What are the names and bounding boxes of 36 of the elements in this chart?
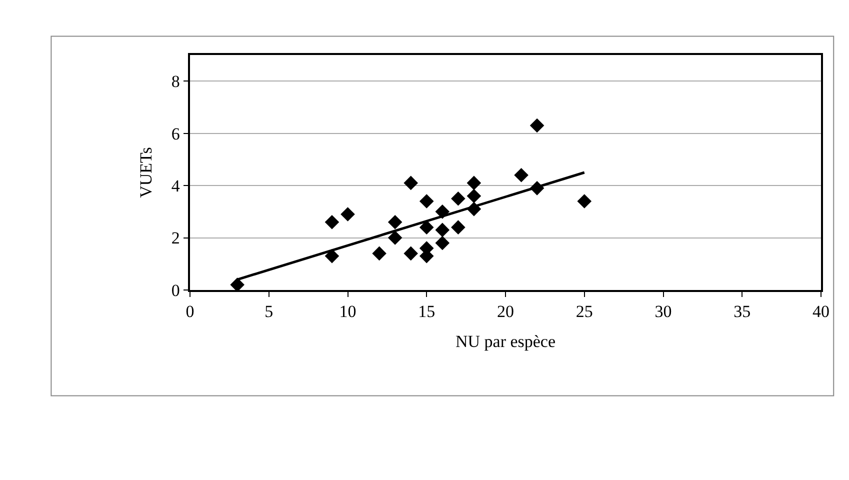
x-tick-label: 0: [186, 302, 194, 322]
y-tick-label: 8: [171, 72, 180, 92]
x-tick-label: 15: [418, 302, 436, 322]
y-tick-label: 0: [171, 280, 180, 300]
point: [340, 207, 355, 222]
point: [404, 176, 418, 190]
y-tick-label: 4: [171, 176, 180, 196]
point: [451, 191, 466, 206]
point: [435, 236, 450, 250]
point: [419, 220, 434, 234]
point: [372, 246, 386, 261]
point: [404, 246, 418, 261]
point: [577, 194, 592, 208]
x-axis-title: NU par espèce: [455, 332, 556, 352]
point: [324, 248, 340, 264]
y-tick-label: 6: [171, 124, 180, 144]
x-tick-label: 5: [264, 302, 274, 322]
x-tick-label: 40: [812, 302, 830, 322]
point: [466, 188, 482, 204]
point: [230, 278, 244, 290]
x-tick-label: 30: [654, 302, 672, 322]
point: [451, 220, 466, 234]
y-axis-title: VUETs: [136, 147, 156, 198]
point: [419, 194, 434, 208]
point: [466, 176, 482, 190]
point: [514, 168, 528, 182]
x-tick-label: 35: [734, 302, 751, 322]
x-tick-label: 20: [497, 302, 514, 322]
point: [530, 118, 544, 133]
point: [388, 214, 402, 230]
x-tick-label: 25: [576, 302, 593, 322]
point: [388, 230, 402, 245]
point: [324, 214, 340, 230]
x-tick-label: 10: [339, 302, 356, 322]
y-tick-label: 2: [171, 228, 180, 248]
point: [435, 222, 450, 238]
